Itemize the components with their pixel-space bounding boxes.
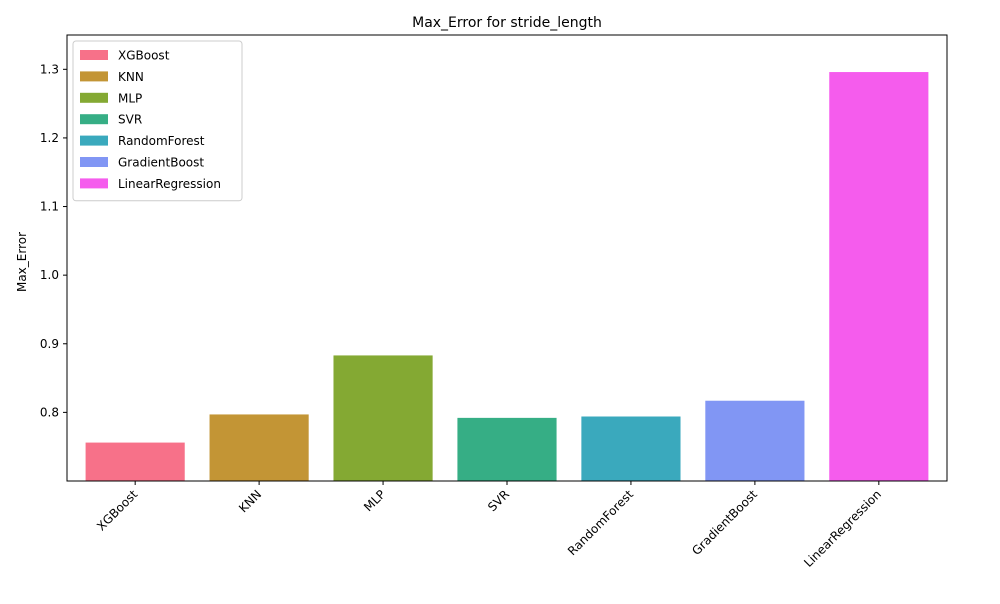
- bar-xgboost: [85, 442, 185, 481]
- x-tick-label: KNN: [236, 487, 264, 515]
- chart-title: Max_Error for stride_length: [412, 15, 602, 31]
- bar-mlp: [333, 355, 433, 481]
- y-tick-label: 1.0: [40, 268, 59, 282]
- x-axis: XGBoost KNN MLP SVR RandomForest GradientBoos…: [94, 481, 884, 570]
- legend-swatch: [80, 135, 108, 146]
- legend-swatch: [80, 178, 108, 189]
- x-tick-label: XGBoost: [94, 487, 140, 533]
- y-axis: 0.8 0.9 1.0 1.1 1.2 1.3: [40, 62, 67, 419]
- legend-label: GradientBoost: [118, 156, 204, 170]
- legend-frame: [72, 40, 243, 202]
- legend: XGBoost KNN MLP SVR RandomForest GradientBoos…: [72, 40, 243, 202]
- x-tick-label: RandomForest: [565, 487, 636, 558]
- legend-label: SVR: [118, 113, 142, 127]
- x-tick-label: MLP: [361, 487, 388, 514]
- legend-label: LinearRegression: [118, 177, 221, 191]
- legend-swatch: [80, 50, 108, 60]
- bar-svr: [457, 417, 557, 481]
- x-tick-label: LinearRegression: [801, 487, 884, 570]
- bar-randomforest: [581, 416, 681, 481]
- bar-gradientboost: [705, 400, 805, 481]
- legend-label: RandomForest: [118, 134, 205, 148]
- plot-frame: [66, 34, 948, 482]
- legend-swatch: [80, 92, 108, 103]
- y-tick-label: 0.9: [40, 337, 59, 351]
- bars-layer: [85, 72, 929, 482]
- y-tick-label: 1.1: [40, 200, 59, 214]
- legend-swatch: [80, 114, 108, 125]
- legend-label: MLP: [118, 91, 142, 105]
- x-tick-label: SVR: [485, 487, 512, 514]
- legend-swatch: [80, 157, 108, 167]
- y-tick-label: 1.3: [40, 62, 59, 76]
- bar-knn: [209, 414, 309, 481]
- y-tick-label: 1.2: [40, 131, 59, 145]
- y-tick-label: 0.8: [40, 405, 59, 419]
- legend-swatch: [80, 71, 108, 82]
- legend-label: XGBoost: [118, 49, 170, 63]
- x-tick-label: GradientBoost: [689, 487, 760, 558]
- bar-linearregression: [829, 72, 929, 482]
- legend-label: KNN: [118, 70, 144, 84]
- y-axis-label: Max_Error: [15, 232, 29, 292]
